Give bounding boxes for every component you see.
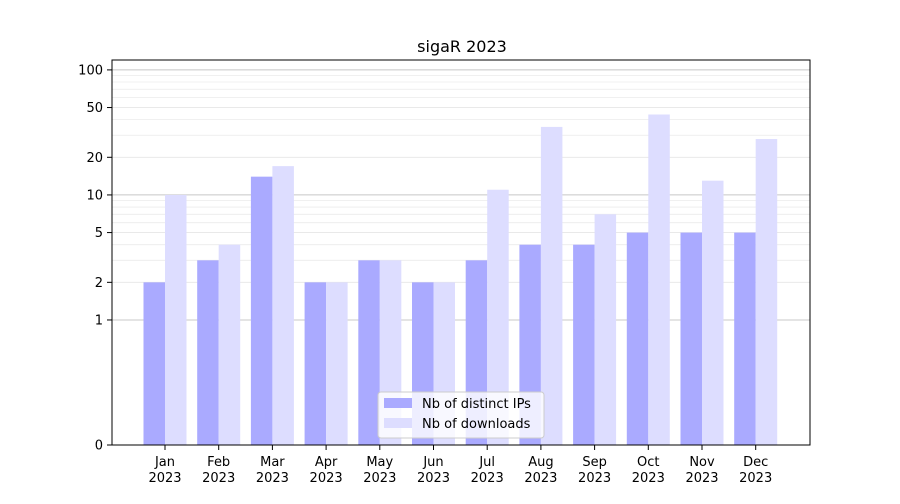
bar-downloads [702,180,724,445]
bar-distinct-ips [304,282,327,445]
bar-downloads [165,194,187,445]
x-tick-label-year: 2023 [632,471,665,486]
y-axis: 0 1 2 5 10 20 50 100 [78,63,112,454]
x-tick-label-year: 2023 [524,471,557,486]
bar-distinct-ips [197,260,219,445]
legend-swatch [384,398,412,408]
y-tick-label: 2 [95,276,103,291]
x-tick-label-year: 2023 [310,471,343,486]
x-tick-label-month: Dec [743,455,768,470]
bar-downloads [540,126,563,446]
y-tick-label: 1 [95,313,103,328]
legend-label: Nb of distinct IPs [422,397,531,412]
x-tick-label-month: Mar [260,455,285,470]
bar-distinct-ips [573,244,595,445]
legend: Nb of distinct IPs Nb of downloads [377,391,545,439]
y-tick-label: 0 [95,439,103,454]
x-tick-label-year: 2023 [471,471,504,486]
legend-box [377,391,545,439]
bar-distinct-ips [734,232,756,445]
legend-label: Nb of downloads [422,417,531,432]
x-tick-label-year: 2023 [202,471,235,486]
x-tick-label-month: Nov [689,455,715,470]
x-tick-label-month: May [366,455,393,470]
x-tick-label-year: 2023 [578,471,611,486]
bar-downloads [594,214,617,445]
bar-downloads [487,189,509,445]
x-tick-label-year: 2023 [363,471,396,486]
bar-downloads [326,282,348,445]
x-tick-label-month: Jun [422,455,443,470]
y-tick-label: 100 [78,63,103,78]
x-tick-label-month: Apr [315,455,338,470]
bar-downloads [272,166,294,445]
x-tick-label-year: 2023 [256,471,289,486]
x-axis: Jan2023Feb2023Mar2023Apr2023May2023Jun20… [148,445,772,486]
bar-downloads [218,244,241,445]
x-tick-label-month: Jul [478,455,495,470]
x-tick-label-year: 2023 [417,471,450,486]
bar-distinct-ips [250,176,273,445]
x-tick-label-month: Feb [207,455,230,470]
chart-title: sigaR 2023 [417,37,507,56]
bar-downloads [755,139,778,445]
plot-frame [111,59,811,446]
x-tick-label-month: Aug [528,455,553,470]
bar-distinct-ips [680,232,702,445]
bar-distinct-ips [358,260,380,445]
x-tick-label-month: Oct [637,455,659,470]
x-tick-label-month: Jan [154,455,175,470]
bar-distinct-ips [626,232,649,445]
bar-downloads [648,114,670,445]
legend-swatch [384,418,412,428]
x-tick-label-year: 2023 [739,471,772,486]
bar-distinct-ips [143,282,165,445]
y-tick-label: 50 [86,101,103,116]
y-tick-label: 20 [86,151,103,166]
y-tick-label: 5 [95,226,103,241]
x-tick-label-year: 2023 [148,471,181,486]
x-tick-label-month: Sep [582,455,607,470]
y-tick-label: 10 [86,188,103,203]
x-tick-label-year: 2023 [685,471,718,486]
